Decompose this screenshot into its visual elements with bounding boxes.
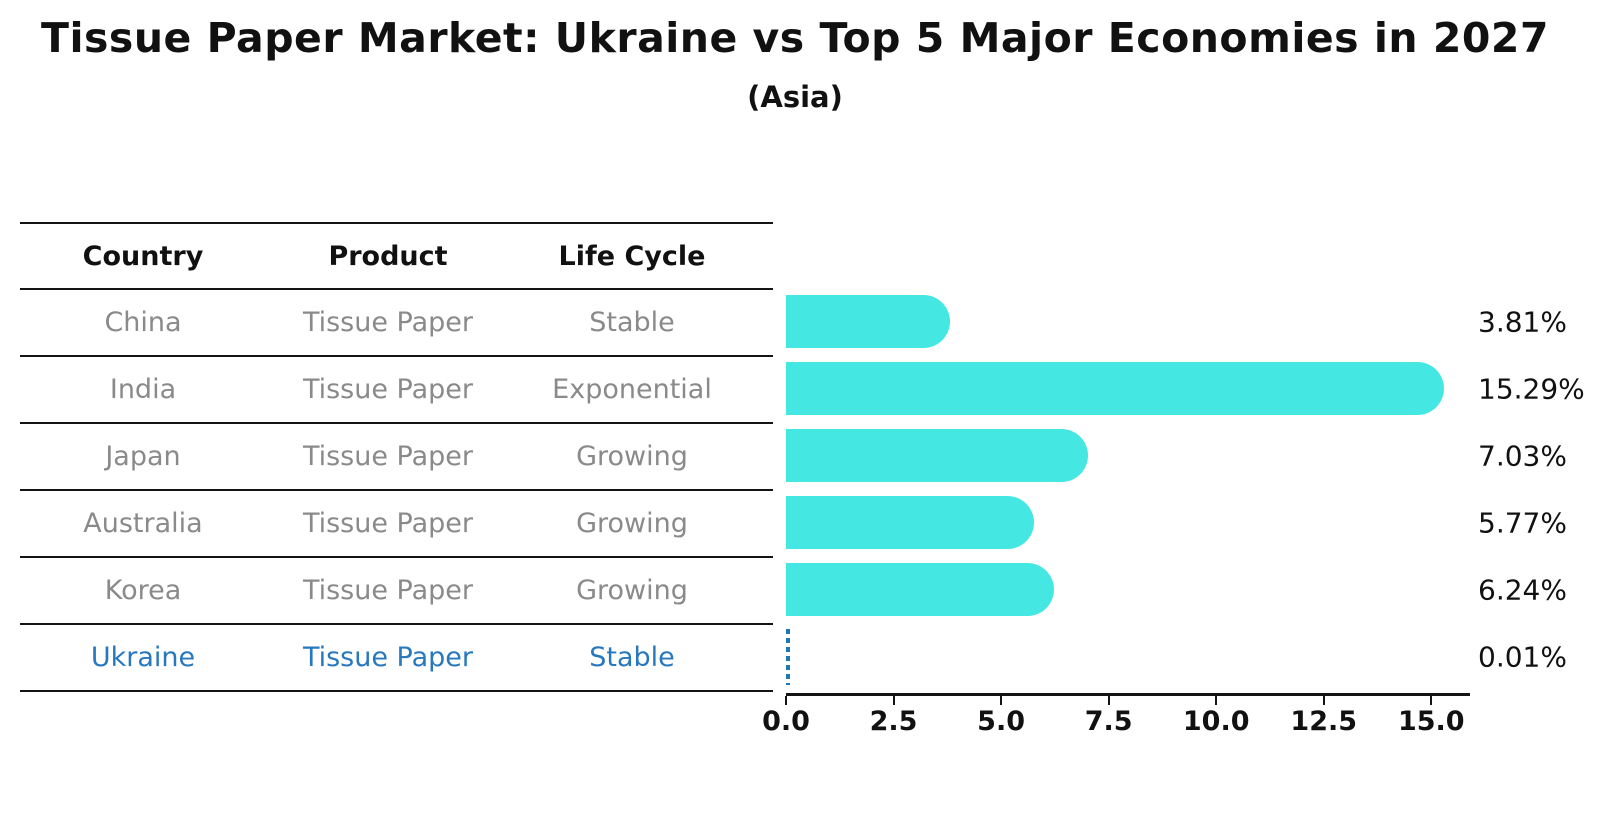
bar-dashed-ukraine — [786, 628, 790, 685]
value-label-korea: 6.24% — [1478, 573, 1567, 606]
x-axis-line — [786, 693, 1470, 696]
x-tick-mark — [892, 696, 895, 705]
bar-japan — [786, 429, 1089, 482]
cell-country: Japan — [105, 441, 181, 472]
bar-india — [786, 362, 1444, 415]
cell-life-cycle: Growing — [576, 508, 688, 539]
x-tick-mark — [1000, 696, 1003, 705]
chart-subtitle: (Asia) — [747, 80, 843, 114]
cell-life-cycle: Stable — [589, 307, 675, 338]
value-label-australia: 5.77% — [1478, 506, 1567, 539]
country-info-table: Country Product Life Cycle China Tissue P… — [20, 222, 773, 692]
x-tick-label: 5.0 — [977, 706, 1026, 737]
cell-country: Ukraine — [90, 642, 196, 673]
cell-country: India — [109, 374, 177, 405]
table-body: China Tissue Paper Stable India Tissue Paper… — [20, 290, 773, 692]
x-tick-mark — [1430, 696, 1433, 705]
cell-life-cycle: Stable — [589, 642, 675, 673]
column-header-country: Country — [82, 240, 204, 272]
table-row-korea: Korea Tissue Paper Growing — [20, 558, 773, 625]
x-tick-mark — [1322, 696, 1325, 705]
cell-life-cycle: Growing — [576, 575, 688, 606]
bar-china — [786, 295, 950, 348]
value-label-ukraine: 0.01% — [1478, 640, 1567, 673]
x-tick-label: 0.0 — [762, 706, 810, 737]
value-label-china: 3.81% — [1478, 305, 1567, 338]
x-tick-label: 10.0 — [1182, 706, 1250, 737]
value-label-india: 15.29% — [1478, 372, 1585, 405]
x-tick-mark — [1215, 696, 1218, 705]
cell-product: Tissue Paper — [302, 307, 474, 338]
value-label-japan: 7.03% — [1478, 439, 1567, 472]
x-tick-label: 7.5 — [1084, 706, 1133, 737]
cell-product: Tissue Paper — [302, 374, 474, 405]
cell-country: Korea — [104, 575, 182, 606]
cell-product: Tissue Paper — [302, 508, 474, 539]
chart-title: Tissue Paper Market: Ukraine vs Top 5 Ma… — [41, 14, 1549, 62]
bar-row-australia — [786, 489, 1470, 556]
bar-australia — [786, 496, 1035, 549]
column-header-life-cycle: Life Cycle — [558, 240, 706, 272]
table-row-japan: Japan Tissue Paper Growing — [20, 424, 773, 491]
cell-product: Tissue Paper — [302, 441, 474, 472]
cell-life-cycle: Growing — [576, 441, 688, 472]
table-row-australia: Australia Tissue Paper Growing — [20, 491, 773, 558]
x-tick-label: 2.5 — [869, 706, 918, 737]
cell-product: Tissue Paper — [302, 642, 474, 673]
cell-life-cycle: Exponential — [552, 374, 712, 405]
bar-row-ukraine — [786, 623, 1470, 690]
table-header-row: Country Product Life Cycle — [20, 224, 773, 290]
table-row-ukraine: Ukraine Tissue Paper Stable — [20, 625, 773, 692]
bar-row-china — [786, 288, 1470, 355]
bar-row-india — [786, 355, 1470, 422]
bar-row-korea — [786, 556, 1470, 623]
bar-plot-area — [786, 288, 1470, 690]
x-tick-mark — [1107, 696, 1110, 705]
cell-country: Australia — [83, 508, 203, 539]
cell-product: Tissue Paper — [302, 575, 474, 606]
table-row-china: China Tissue Paper Stable — [20, 290, 773, 357]
x-tick-mark — [785, 696, 787, 705]
table-row-india: India Tissue Paper Exponential — [20, 357, 773, 424]
x-tick-label: 12.5 — [1290, 706, 1358, 737]
bar-korea — [786, 563, 1055, 616]
column-header-product: Product — [328, 240, 448, 272]
bar-row-japan — [786, 422, 1470, 489]
cell-country: China — [104, 307, 182, 338]
x-tick-label: 15.0 — [1397, 706, 1465, 737]
